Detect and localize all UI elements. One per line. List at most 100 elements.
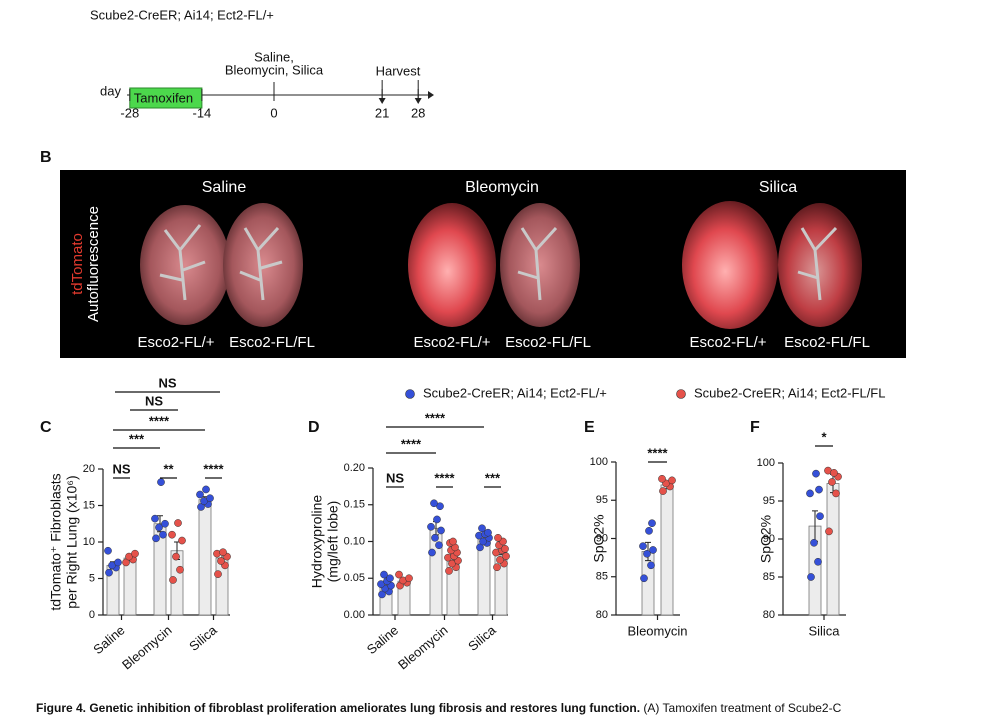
data-point	[815, 485, 823, 494]
airway	[239, 226, 283, 301]
lung-image	[223, 203, 303, 327]
data-point	[161, 519, 169, 528]
data-point	[168, 530, 176, 539]
genotype-label: Esco2-FL/+	[137, 334, 214, 351]
data-point	[202, 485, 210, 494]
data-point	[649, 546, 657, 554]
data-point	[814, 557, 822, 566]
data-point	[105, 568, 113, 577]
data-point	[152, 534, 160, 543]
data-point	[159, 530, 167, 539]
panel-b-labels: Saline Esco2-FL/+ Esco2-FL/FL Bleomycin Esco…	[137, 179, 870, 351]
harvest-arrowhead	[414, 98, 422, 104]
legend: Scube2-CreER; Ai14; Ect2-FL/+ Scube2-CreE…	[405, 385, 885, 400]
injury-label: Bleomycin, Silica	[225, 62, 324, 77]
y-axis-label: tdTomato⁺ Fibroblasts	[48, 473, 64, 610]
data-point	[832, 489, 840, 498]
data-point	[430, 499, 438, 508]
data-point	[217, 557, 225, 565]
lung-image	[140, 205, 230, 325]
genotype-label: Esco2-FL/FL	[505, 334, 591, 351]
y-tick-label: 85	[763, 571, 775, 583]
group-label: Silica	[759, 179, 797, 196]
significance-label: ****	[203, 461, 224, 476]
timeline-axis-label: day	[100, 83, 121, 98]
airway	[517, 226, 558, 301]
lung-image	[408, 203, 496, 327]
data-point	[668, 476, 676, 485]
y-tick-label: 90	[763, 533, 775, 545]
data-point	[494, 533, 502, 542]
y-tick-label: 85	[596, 571, 608, 583]
genotype-label: Esco2-FL/FL	[784, 334, 870, 351]
data-point	[828, 478, 836, 486]
genotype-label: Esco2-FL/+	[689, 334, 766, 351]
data-point	[806, 489, 814, 498]
panel-letter: F	[750, 419, 760, 436]
y-tick-label: 0.20	[344, 462, 365, 474]
bar	[826, 483, 840, 616]
data-point	[431, 533, 439, 542]
significance-label: NS	[158, 375, 176, 390]
data-point	[155, 523, 163, 532]
significance-label: NS	[112, 461, 130, 476]
x-tick-label: Saline	[90, 622, 127, 657]
data-point	[131, 549, 139, 558]
y-tick-label: 0.00	[344, 609, 365, 621]
data-point	[157, 478, 165, 486]
data-point	[501, 545, 509, 553]
y-tick-label: 80	[596, 609, 608, 621]
data-point	[807, 573, 815, 581]
data-point	[502, 552, 510, 561]
data-point	[428, 548, 436, 557]
data-point	[214, 570, 222, 578]
significance-label: ***	[129, 431, 145, 446]
significance-label: NS	[386, 470, 404, 485]
airway	[159, 224, 206, 301]
timeline-arrow	[428, 91, 434, 99]
lung-image	[682, 201, 778, 329]
y-tick-label: 0.10	[344, 535, 365, 547]
data-point	[395, 570, 403, 579]
data-point	[151, 514, 159, 523]
genotype-line: Scube2-CreER; Ai14; Ect2-FL/+	[90, 7, 274, 22]
data-point	[405, 574, 413, 583]
legend-label: Scube2-CreER; Ai14; Ect2-FL/+	[423, 385, 607, 400]
lung-image	[500, 203, 580, 327]
channel-label: Autofluorescence	[85, 206, 102, 322]
caption: Figure 4. Genetic inhibition of fibrobla…	[36, 701, 842, 715]
data-point	[433, 515, 441, 524]
y-tick-label: 0.05	[344, 572, 365, 584]
x-tick-label: Saline	[364, 622, 401, 657]
data-point	[648, 519, 656, 528]
y-axis-label: (mg/left lobe)	[325, 501, 341, 583]
x-tick-label: Bleomycin	[395, 622, 451, 672]
data-point	[816, 512, 824, 521]
data-point	[437, 526, 445, 535]
significance-label: ****	[401, 436, 422, 451]
y-axis-label: Hydroxyproline	[309, 495, 325, 589]
x-tick-label: Bleomycin	[628, 623, 688, 638]
data-point	[427, 522, 435, 531]
data-point	[647, 561, 655, 570]
timeline: Tamoxifen day -28 -14 0 21 28 Saline,Bleomycin,…	[100, 49, 434, 120]
y-tick-label: 15	[83, 499, 95, 511]
data-point	[174, 519, 182, 527]
data-point	[643, 549, 651, 558]
treatment-label: Tamoxifen	[134, 90, 193, 105]
panel-letter: C	[40, 419, 52, 436]
significance-label: **	[163, 461, 174, 476]
injury-label: Saline,	[254, 49, 294, 64]
airway	[797, 226, 838, 301]
data-point	[196, 490, 204, 499]
y-tick-label: 90	[596, 532, 608, 544]
y-axis-label: SpO2%	[591, 514, 607, 562]
data-point	[114, 558, 122, 567]
data-point	[178, 536, 186, 545]
bar	[198, 499, 212, 616]
data-point	[449, 537, 457, 546]
group-label: Saline	[202, 179, 247, 196]
y-tick-label: 100	[590, 456, 608, 468]
y-tick-label: 10	[83, 536, 95, 548]
